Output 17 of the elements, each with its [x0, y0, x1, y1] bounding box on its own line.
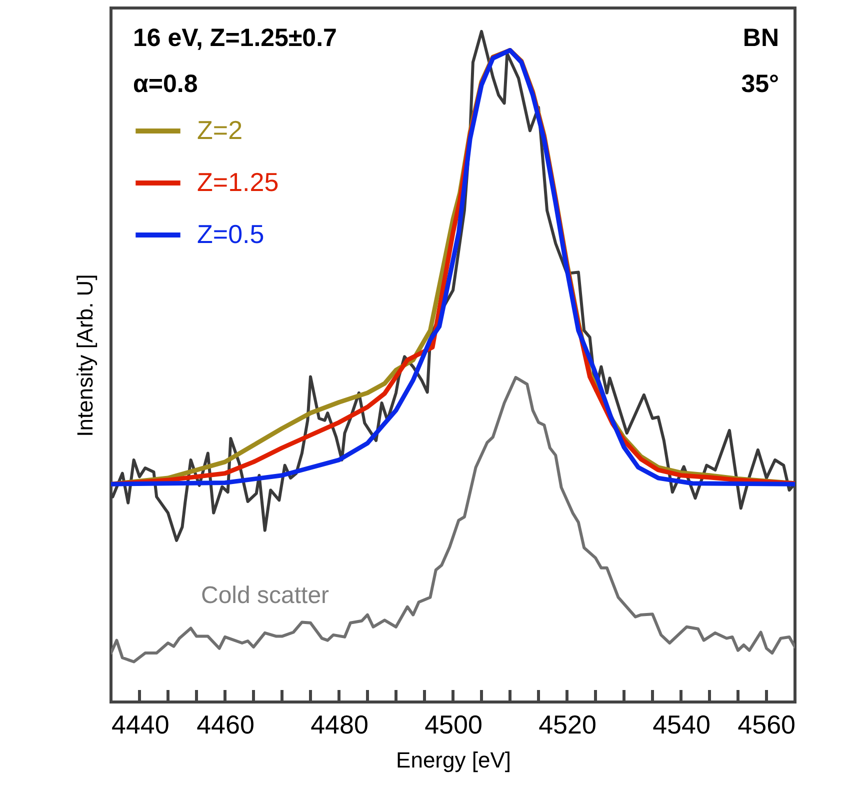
x-tick-label: 4560 — [738, 710, 796, 740]
annotation: BN — [742, 24, 779, 52]
x-tick-label: 4500 — [424, 710, 482, 740]
legend-label: Z=1.25 — [197, 167, 279, 197]
x-tick-label: 4520 — [538, 710, 596, 740]
x-tick-label: 4440 — [112, 710, 170, 740]
annotation: 35° — [741, 70, 779, 98]
annotation: 16 eV, Z=1.25±0.7 — [133, 24, 337, 52]
x-tick-label: 4460 — [196, 710, 254, 740]
y-axis-title: Intensity [Arb. U] — [72, 274, 98, 437]
legend-label: Z=0.5 — [197, 219, 264, 249]
x-tick-label: 4540 — [652, 710, 710, 740]
x-axis-title: Energy [eV] — [396, 748, 511, 772]
annotation: α=0.8 — [133, 70, 198, 98]
x-tick-label: 4480 — [310, 710, 368, 740]
annotation: Cold scatter — [201, 582, 330, 609]
legend-label: Z=2 — [197, 115, 243, 145]
